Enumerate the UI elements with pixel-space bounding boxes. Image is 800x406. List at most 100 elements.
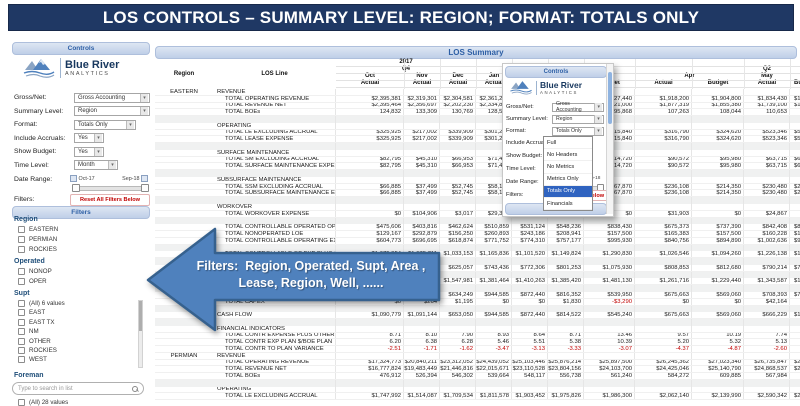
- field-select-format[interactable]: Totals Only ▾: [74, 119, 136, 130]
- value-cell: $129,167: [336, 231, 404, 237]
- value-cell: [584, 176, 635, 183]
- value-cell: $1,195: [440, 298, 476, 305]
- format-option[interactable]: No Headers: [544, 149, 592, 162]
- checkbox-icon[interactable]: [18, 236, 25, 243]
- field-select-summarylevel[interactable]: Region ▾: [74, 106, 150, 116]
- value-cell: [744, 305, 790, 313]
- table-row: SUBSURFACE MAINTENANCE: [155, 176, 800, 184]
- checkbox-icon[interactable]: [18, 246, 25, 253]
- filter-checkbox-item[interactable]: OTHER: [18, 337, 51, 345]
- calendar-icon[interactable]: [141, 174, 148, 182]
- value-cell: $1,090,779: [336, 312, 404, 319]
- subcol-header: Actual: [360, 80, 380, 86]
- los-line-cell: TOTAL BOEs: [213, 109, 336, 116]
- supt-list-scrollbar[interactable]: [138, 300, 143, 368]
- value-cell: 107,263: [635, 109, 692, 116]
- foreman-partial-item[interactable]: (All) 28 values: [18, 399, 68, 406]
- month-header: Jan: [488, 73, 500, 79]
- filter-checkbox-item[interactable]: EAST TX: [18, 318, 55, 326]
- checkbox-icon[interactable]: [18, 226, 25, 233]
- filter-checkbox-item[interactable]: ROCKIES: [18, 347, 57, 354]
- region-cell: [155, 109, 213, 115]
- value-cell: $790,214: [744, 264, 790, 271]
- value-cell: [635, 176, 692, 183]
- value-cell: $774,310: [512, 237, 548, 244]
- value-cell: [744, 149, 790, 156]
- popup-field-select[interactable]: Totals Only ▾: [552, 126, 604, 136]
- checkbox-icon[interactable]: [18, 399, 25, 406]
- control-field-row: Gross/Net: Gross Accounting ▾: [14, 92, 150, 103]
- checkbox-icon[interactable]: [18, 356, 25, 364]
- filter-checkbox-item[interactable]: WEST: [18, 356, 47, 364]
- checkbox-icon[interactable]: [18, 278, 25, 285]
- foreman-search-input[interactable]: Type to search in list: [12, 382, 144, 395]
- value-cell: [635, 217, 692, 225]
- filter-checkbox-item[interactable]: EASTERN: [18, 226, 58, 233]
- chevron-down-icon: ▾: [594, 103, 602, 111]
- value-cell: [692, 258, 744, 265]
- los-line-cell: TOTAL SM EXCLUDING ACCRUAL: [213, 156, 336, 163]
- checkbox-icon[interactable]: [18, 337, 25, 345]
- scrollbar-thumb[interactable]: [139, 301, 142, 331]
- field-select-timelevel[interactable]: Month ▾: [74, 160, 118, 170]
- value-cell: [692, 305, 744, 313]
- chevron-down-icon: ▾: [140, 107, 148, 115]
- value-cell: $872,440: [512, 312, 548, 319]
- filter-checkbox-item[interactable]: EAST: [18, 309, 46, 317]
- checkbox-icon[interactable]: [18, 309, 25, 317]
- value-cell: $0: [635, 298, 692, 305]
- value-cell: [336, 170, 404, 177]
- value-cell: $1,811,578: [476, 393, 512, 400]
- format-option[interactable]: Full: [544, 137, 592, 150]
- value-cell: [336, 319, 404, 326]
- checkbox-icon[interactable]: [18, 318, 25, 326]
- table-row: EASTERN REVENUE: [155, 89, 800, 96]
- value-cell: -1.71: [404, 346, 440, 352]
- field-label: Summary Level:: [14, 107, 64, 115]
- field-label: Time Level:: [506, 166, 536, 172]
- slider-handle-left[interactable]: [72, 184, 80, 192]
- reset-filters-button[interactable]: Reset All Filters Below: [70, 194, 150, 206]
- value-cell: [440, 244, 476, 252]
- field-select-includeaccruals[interactable]: Yes ▾: [74, 133, 104, 143]
- popup-field-select[interactable]: Region ▾: [552, 114, 604, 124]
- format-option[interactable]: Financials: [544, 198, 592, 211]
- calendar-icon[interactable]: [70, 174, 77, 182]
- field-select-showbudget[interactable]: Yes ▾: [74, 146, 104, 157]
- value-cell: $1,033,153: [440, 251, 476, 258]
- field-label: Include Accruals:: [14, 134, 66, 142]
- value-cell: $1,877,319: [635, 102, 692, 109]
- filter-checkbox-item[interactable]: (All) 6 values: [18, 300, 65, 307]
- popup-field-select[interactable]: Gross Accounting ▾: [552, 101, 604, 113]
- field-select-grossnet[interactable]: Gross Accounting ▾: [74, 92, 150, 103]
- checkbox-icon[interactable]: [18, 300, 25, 307]
- los-line-cell: [213, 244, 336, 252]
- format-option[interactable]: No Metrics: [544, 161, 592, 174]
- value-cell: $2,395,381: [336, 95, 404, 102]
- checkbox-icon[interactable]: [18, 268, 25, 275]
- checkbox-icon[interactable]: [18, 328, 25, 336]
- popup-field-row: Filters:: [506, 190, 606, 200]
- value-cell: 561,240: [584, 373, 635, 379]
- checkbox-icon[interactable]: [18, 347, 25, 354]
- checkbox-label: EAST: [29, 309, 46, 317]
- filter-checkbox-item[interactable]: OPER: [18, 278, 47, 285]
- filter-checkbox-item[interactable]: PERMIAN: [18, 236, 57, 243]
- slider-handle-right[interactable]: [141, 184, 149, 192]
- value-cell: 6.38: [404, 339, 440, 346]
- format-option[interactable]: Metrics Only: [544, 174, 592, 186]
- value-cell: -3.07: [584, 346, 635, 352]
- los-line-cell: TOTAL SUBSURFACE MAINTENANCE EXPENSE: [213, 190, 336, 197]
- filter-checkbox-item[interactable]: NONOP: [18, 268, 52, 275]
- value-cell: $1,481,130: [584, 278, 635, 285]
- value-cell: $708,393: [744, 291, 790, 298]
- filter-checkbox-item[interactable]: ROCKIES: [18, 246, 57, 253]
- format-option[interactable]: Totals Only: [544, 185, 592, 198]
- popup-scrollbar[interactable]: [606, 64, 613, 214]
- table-row: TOTAL CONTROLLABLE OPERATING EXPENSE$604…: [155, 237, 800, 245]
- value-cell: $2,062,140: [635, 393, 692, 400]
- los-line-cell: TOTAL LE EXCLUDING ACCRUAL: [213, 393, 336, 400]
- date-range-slider[interactable]: [74, 186, 148, 191]
- value-cell: [790, 339, 800, 345]
- filter-checkbox-item[interactable]: NM: [18, 328, 39, 336]
